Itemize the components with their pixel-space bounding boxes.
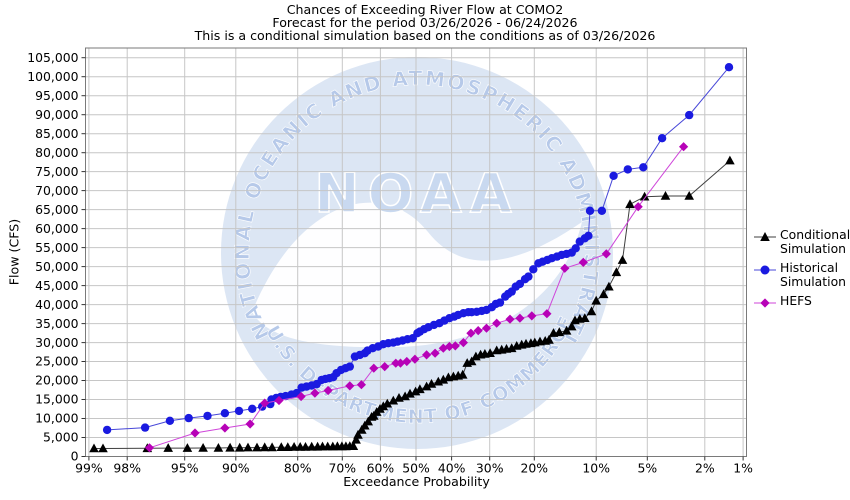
- y-tick-label: 35,000: [35, 316, 78, 331]
- chart-subtitle-conditions: This is a conditional simulation based o…: [194, 28, 656, 43]
- chart-subtitle-period: Forecast for the period 03/26/2026 - 06/…: [272, 15, 578, 30]
- noaa-watermark: NATIONAL OCEANIC AND ATMOSPHERIC ADMINIS…: [0, 0, 613, 449]
- series-conditional-simulation: [89, 155, 735, 453]
- x-tick-label: 98%: [113, 461, 141, 476]
- y-tick-label: 95,000: [35, 88, 78, 103]
- x-tick-label: 60%: [367, 461, 395, 476]
- x-tick-label: 95%: [171, 461, 199, 476]
- gridlines: [85, 48, 747, 457]
- series-hefs: [144, 142, 689, 453]
- y-tick-label: 25,000: [35, 354, 78, 369]
- legend-item-historical-simulation: Historical Simulation: [752, 261, 848, 288]
- x-tick-label: 50%: [402, 461, 430, 476]
- x-axis-label: Exceedance Probability: [343, 474, 490, 489]
- y-tick-label: 65,000: [35, 202, 78, 217]
- y-tick-label: 10,000: [35, 411, 78, 426]
- x-tick-label: 10%: [582, 461, 610, 476]
- chart-title: Chances of Exceeding River Flow at COMO2: [286, 2, 564, 17]
- x-tick-label: 1%: [733, 461, 753, 476]
- legend-label-conditional-simulation: Conditional Simulation: [780, 227, 850, 256]
- y-tick-label: 85,000: [35, 126, 78, 141]
- x-tick-label: 80%: [284, 461, 312, 476]
- y-tick-label: 105,000: [27, 50, 78, 65]
- x-tick-label: 90%: [222, 461, 250, 476]
- y-tick-label: 55,000: [35, 240, 78, 255]
- y-tick-label: 60,000: [35, 221, 78, 236]
- x-tick-label: 20%: [521, 461, 549, 476]
- y-tick-label: 20,000: [35, 373, 78, 388]
- y-tick-label: 15,000: [35, 392, 78, 407]
- noaa-gull-shape: [252, 202, 582, 348]
- y-tick-label: 75,000: [35, 164, 78, 179]
- y-tick-label: 40,000: [35, 297, 78, 312]
- y-tick-label: 30,000: [35, 335, 78, 350]
- y-tick-label: 50,000: [35, 259, 78, 274]
- y-tick-label: 100,000: [27, 69, 78, 84]
- y-tick-label: 90,000: [35, 107, 78, 122]
- y-tick-label: 80,000: [35, 145, 78, 160]
- y-tick-label: 0: [71, 449, 79, 464]
- x-tick-label: 2%: [695, 461, 715, 476]
- legend-label-hefs: HEFS: [780, 293, 812, 308]
- legend: Conditional Simulation Historical Simulat…: [752, 227, 850, 316]
- tick-marks: [81, 57, 744, 461]
- circle-marker-icon: [754, 265, 776, 275]
- y-tick-label: 5,000: [43, 430, 79, 445]
- diamond-marker-icon: [754, 298, 776, 308]
- x-tick-label: 5%: [637, 461, 657, 476]
- x-tick-label: 99%: [75, 461, 103, 476]
- y-axis-label: Flow (CFS): [6, 218, 22, 286]
- legend-item-conditional-simulation: Conditional Simulation: [752, 227, 850, 256]
- legend-item-hefs: HEFS: [752, 294, 848, 310]
- triangle-marker-icon: [754, 232, 776, 241]
- x-tick-label: 30%: [476, 461, 504, 476]
- series-historical-simulation: [102, 62, 734, 435]
- y-tick-label: 70,000: [35, 183, 78, 198]
- legend-label-historical-simulation: Historical Simulation: [780, 260, 847, 289]
- x-tick-label: 70%: [329, 461, 357, 476]
- y-tick-label: 45,000: [35, 278, 78, 293]
- x-tick-label: 40%: [438, 461, 466, 476]
